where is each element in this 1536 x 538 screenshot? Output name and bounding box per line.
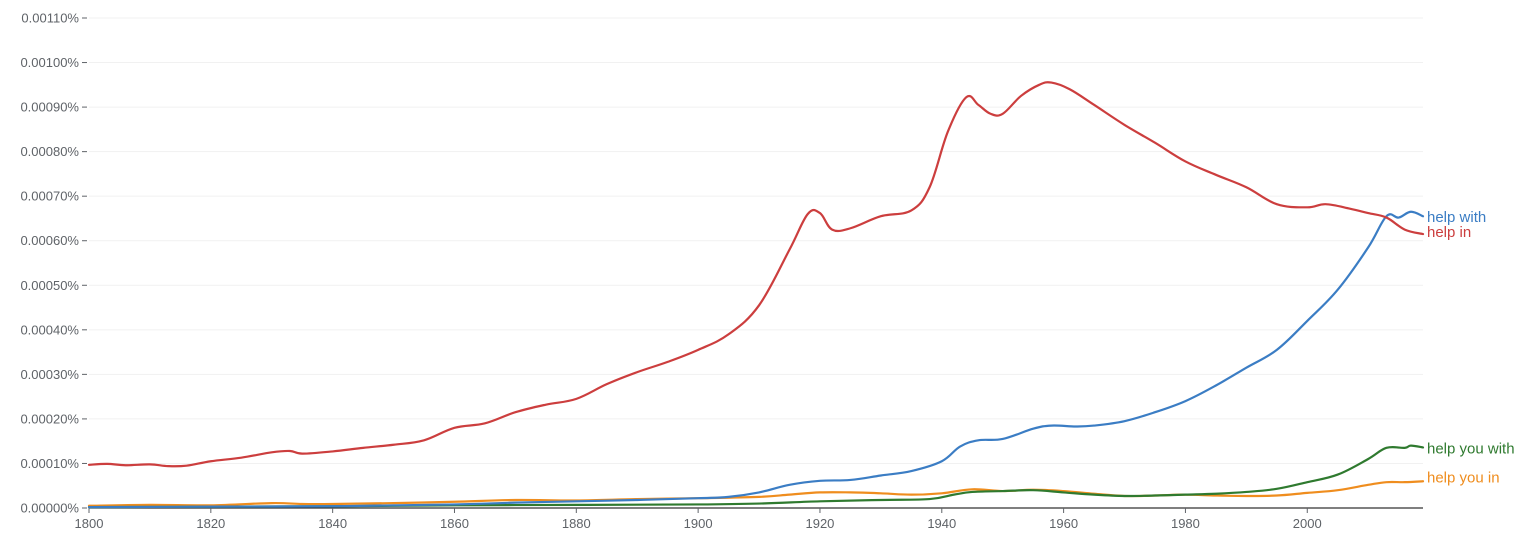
series-line-help-in[interactable] [87, 81, 1425, 468]
x-tick-label: 1880 [562, 516, 591, 531]
series-label-help-with[interactable]: help with [1427, 209, 1486, 226]
y-tick-label: 0.00000% [20, 501, 79, 516]
x-tick-label: 1840 [318, 516, 347, 531]
x-tick-label: 1820 [196, 516, 225, 531]
series-label-help-you-with[interactable]: help you with [1427, 440, 1515, 457]
y-tick-label: 0.00090% [20, 100, 79, 115]
y-tick-label: 0.00080% [20, 144, 79, 159]
y-tick-label: 0.00050% [20, 278, 79, 293]
y-tick-label: 0.00040% [20, 322, 79, 337]
x-axis: 1800 1820 1840 1860 1880 1900 1920 1940 1960 1980… [75, 507, 1423, 531]
x-tick-label: 1980 [1171, 516, 1200, 531]
series-lines [87, 81, 1425, 509]
y-tick-label: 0.00100% [20, 55, 79, 70]
y-tick-label: 0.00010% [20, 456, 79, 471]
gridlines [89, 17, 1423, 464]
x-tick-label: 1940 [927, 516, 956, 531]
x-tick-label: 1860 [440, 516, 469, 531]
x-tick-label: 1900 [684, 516, 713, 531]
series-label-help-you-in[interactable]: help you in [1427, 469, 1500, 486]
x-tick-label: 2000 [1293, 516, 1322, 531]
series-line-help-with[interactable] [87, 210, 1425, 509]
series-line-help-you-with[interactable] [87, 444, 1425, 509]
y-tick-label: 0.00020% [20, 411, 79, 426]
y-tick-label: 0.00030% [20, 367, 79, 382]
series-line-help-you-in[interactable] [87, 480, 1425, 507]
x-tick-label: 1920 [805, 516, 834, 531]
y-tick-label: 0.00060% [20, 233, 79, 248]
y-tick-label: 0.00110% [21, 11, 79, 26]
x-tick-label: 1800 [75, 516, 104, 531]
y-tick-label: 0.00070% [20, 189, 79, 204]
x-tick-label: 1960 [1049, 516, 1078, 531]
y-axis: 0.00000% 0.00010% 0.00020% 0.00030% 0.00040%… [20, 11, 87, 516]
series-label-help-in[interactable]: help in [1427, 224, 1471, 241]
